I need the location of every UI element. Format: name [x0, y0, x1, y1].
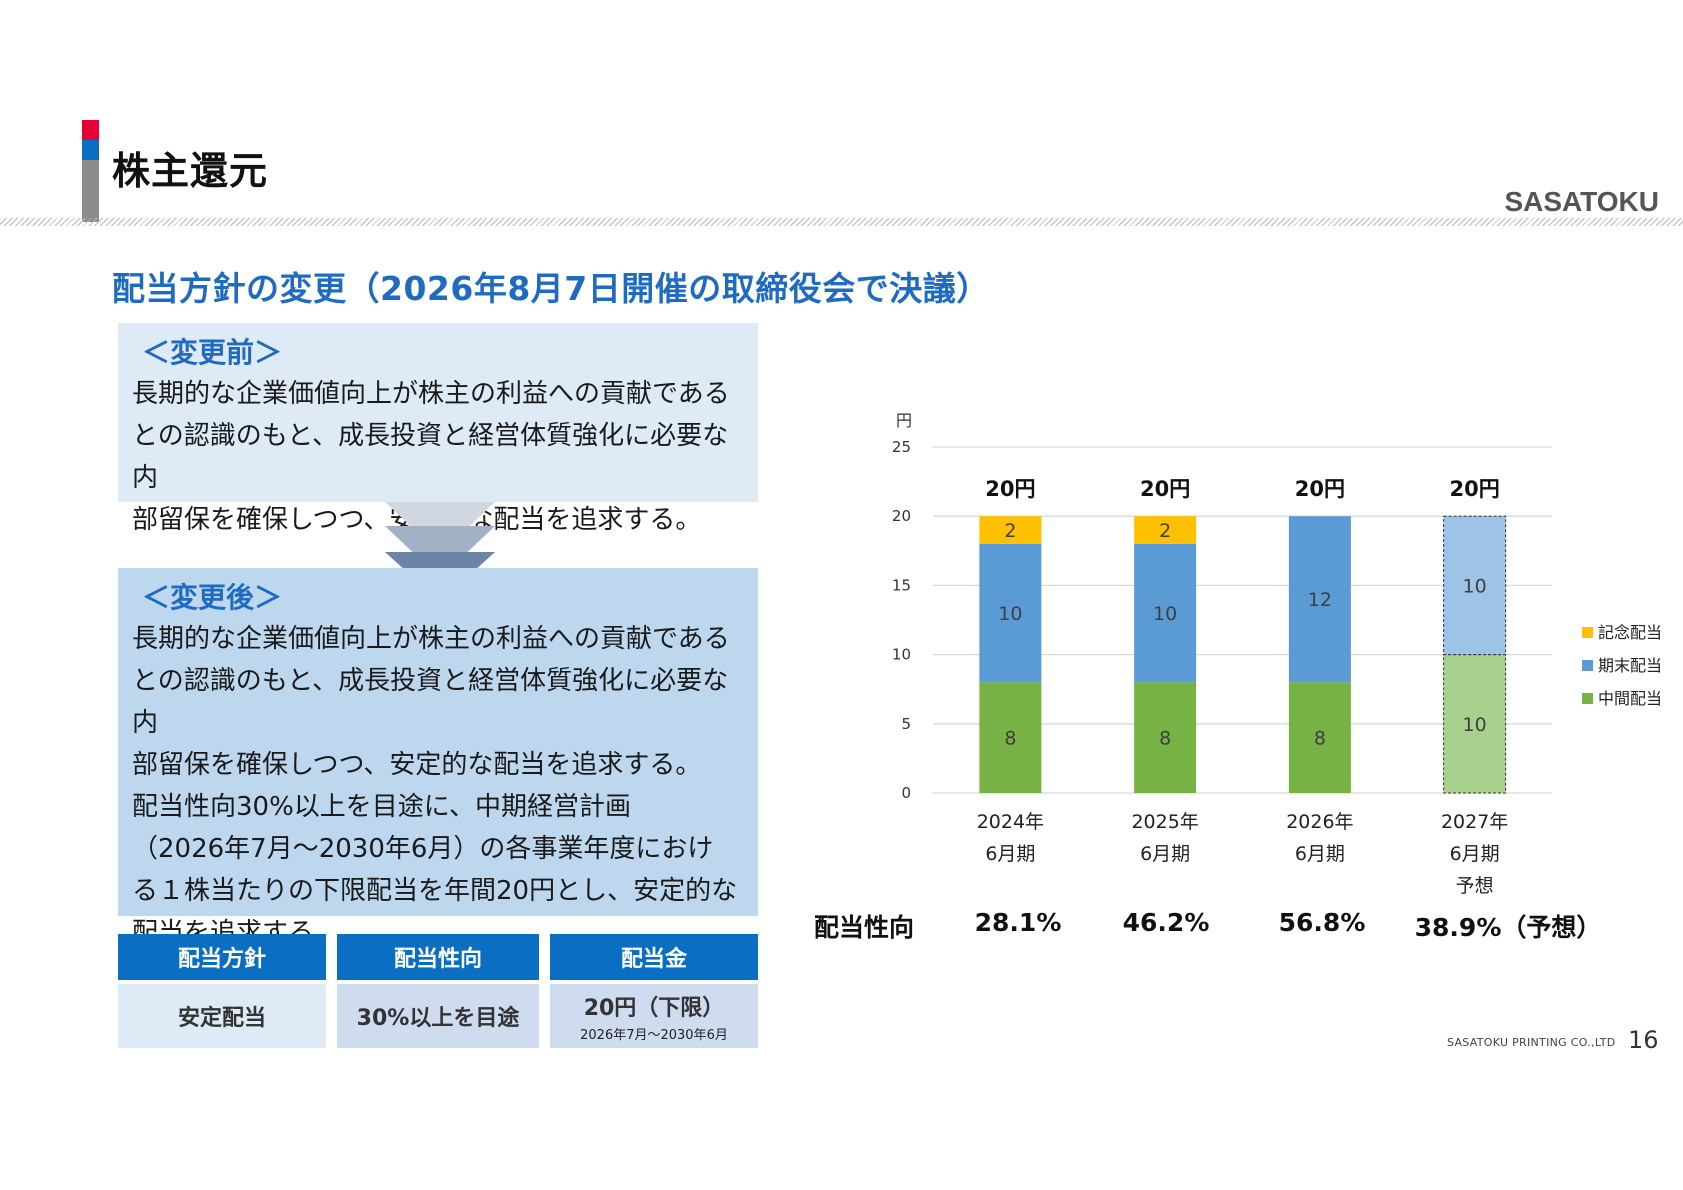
data-label: 10	[1463, 575, 1487, 597]
x-tick-label: 予想	[1456, 875, 1494, 897]
policy-before-label: ＜変更前＞	[142, 336, 283, 369]
table-cell-payout: 30%以上を目途	[337, 984, 539, 1048]
policy-after-text: 長期的な企業価値向上が株主の利益への貢献である との認識のもと、成長投資と経営体…	[132, 618, 744, 954]
x-tick-label: 6月期	[1295, 843, 1345, 865]
page-title: 株主還元	[112, 149, 269, 193]
y-tick-label: 10	[892, 646, 911, 664]
policy-after-box: ＜変更後＞ 長期的な企業価値向上が株主の利益への貢献である との認識のもと、成長…	[118, 568, 758, 948]
payout-ratio-value: 38.9%（予想）	[1414, 913, 1602, 942]
table-cell-dividend: 20円（下限） 2026年7月～2030年6月	[550, 984, 758, 1048]
bar-segment	[1134, 682, 1197, 793]
total-label: 20円	[985, 477, 1035, 501]
x-tick-label: 6月期	[1140, 843, 1190, 865]
legend-label: 期末配当	[1598, 656, 1662, 675]
y-tick-label: 20	[892, 507, 911, 525]
y-tick-label: 5	[901, 715, 911, 733]
total-label: 20円	[1450, 477, 1500, 501]
bar-segment	[979, 682, 1042, 793]
x-tick-label: 2027年	[1441, 811, 1508, 833]
policy-after-line: （2026年7月～2030年6月）の各事業年度におけ	[132, 834, 714, 864]
table-cell-policy-text: 安定配当	[177, 1006, 266, 1031]
table-header-dividend: 配当金	[550, 934, 758, 980]
payout-ratio-value: 46.2%	[1122, 908, 1210, 937]
total-label: 20円	[1140, 477, 1190, 501]
bar-segment	[1288, 516, 1351, 683]
company-logo: SASATOKU	[1504, 186, 1659, 217]
legend-swatch	[1582, 660, 1593, 671]
bar-segment	[1134, 543, 1197, 683]
title-accent-bar	[82, 120, 99, 222]
footer-company: SASATOKU PRINTING CO.,LTD	[1447, 1036, 1616, 1049]
y-tick-label: 25	[892, 438, 911, 456]
dividend-chart: 0 5 10 15 20 25 円 8 10 2 20円 2024年 6月期 8 10 2 20円 2025年 6月…	[892, 411, 1662, 897]
policy-after-line: との認識のもと、成長投資と経営体質強化に必要な内	[132, 666, 729, 738]
policy-after-line: 部留保を確保しつつ、安定的な配当を追求する。	[132, 750, 702, 780]
data-label: 2	[1004, 520, 1016, 542]
bar-segment	[1443, 654, 1507, 794]
data-label: 8	[1159, 728, 1171, 750]
data-label: 2	[1159, 520, 1171, 542]
y-tick-label: 0	[901, 784, 911, 802]
bar-segment	[979, 543, 1042, 683]
x-tick-label: 2024年	[977, 811, 1044, 833]
section-heading: 配当方針の変更（2026年8月7日開催の取締役会で決議）	[112, 269, 990, 308]
table-header-policy: 配当方針	[118, 934, 326, 980]
bar-segment	[1288, 682, 1351, 793]
legend-label: 中間配当	[1598, 689, 1662, 708]
data-label: 10	[998, 603, 1022, 625]
y-tick-label: 15	[892, 576, 911, 594]
page-number: 16	[1628, 1026, 1659, 1054]
policy-after-label: ＜変更後＞	[142, 581, 283, 614]
data-label: 8	[1314, 728, 1326, 750]
x-tick-label: 6月期	[985, 843, 1035, 865]
data-label: 10	[1463, 714, 1487, 736]
header-divider	[0, 218, 1683, 226]
y-unit-label: 円	[896, 411, 912, 430]
policy-before-line: との認識のもと、成長投資と経営体質強化に必要な内	[132, 421, 729, 493]
table-cell-dividend-period: 2026年7月～2030年6月	[580, 1027, 728, 1043]
policy-before-box: ＜変更前＞ 長期的な企業価値向上が株主の利益への貢献である との認識のもと、成長…	[118, 323, 758, 535]
x-tick-label: 2025年	[1131, 811, 1198, 833]
x-tick-label: 6月期	[1450, 843, 1500, 865]
total-label: 20円	[1295, 477, 1345, 501]
data-label: 8	[1004, 728, 1016, 750]
policy-after-line: る１株当たりの下限配当を年間20円とし、安定的な	[132, 876, 738, 906]
payout-ratio-value: 28.1%	[974, 908, 1062, 937]
bar-segment	[979, 516, 1042, 544]
bar-segment	[1134, 516, 1197, 544]
table-cell-payout-text: 30%以上を目途	[356, 1006, 520, 1031]
legend-swatch	[1582, 627, 1593, 638]
table-header-payout: 配当性向	[337, 934, 539, 980]
x-tick-label: 2026年	[1286, 811, 1353, 833]
data-label: 10	[1153, 603, 1177, 625]
policy-before-line: 長期的な企業価値向上が株主の利益への貢献である	[132, 379, 730, 409]
payout-ratio-label: 配当性向	[814, 913, 915, 942]
table-cell-policy: 安定配当	[118, 984, 326, 1048]
legend-swatch	[1582, 693, 1593, 704]
policy-after-line: 配当性向30%以上を目途に、中期経営計画	[132, 792, 632, 822]
data-label: 12	[1308, 589, 1332, 611]
legend-label: 記念配当	[1598, 623, 1662, 642]
table-cell-dividend-text: 20円（下限）	[583, 995, 725, 1021]
payout-ratio-value: 56.8%	[1278, 908, 1366, 937]
bar-segment	[1443, 515, 1507, 656]
policy-after-line: 長期的な企業価値向上が株主の利益への貢献である	[132, 624, 730, 654]
